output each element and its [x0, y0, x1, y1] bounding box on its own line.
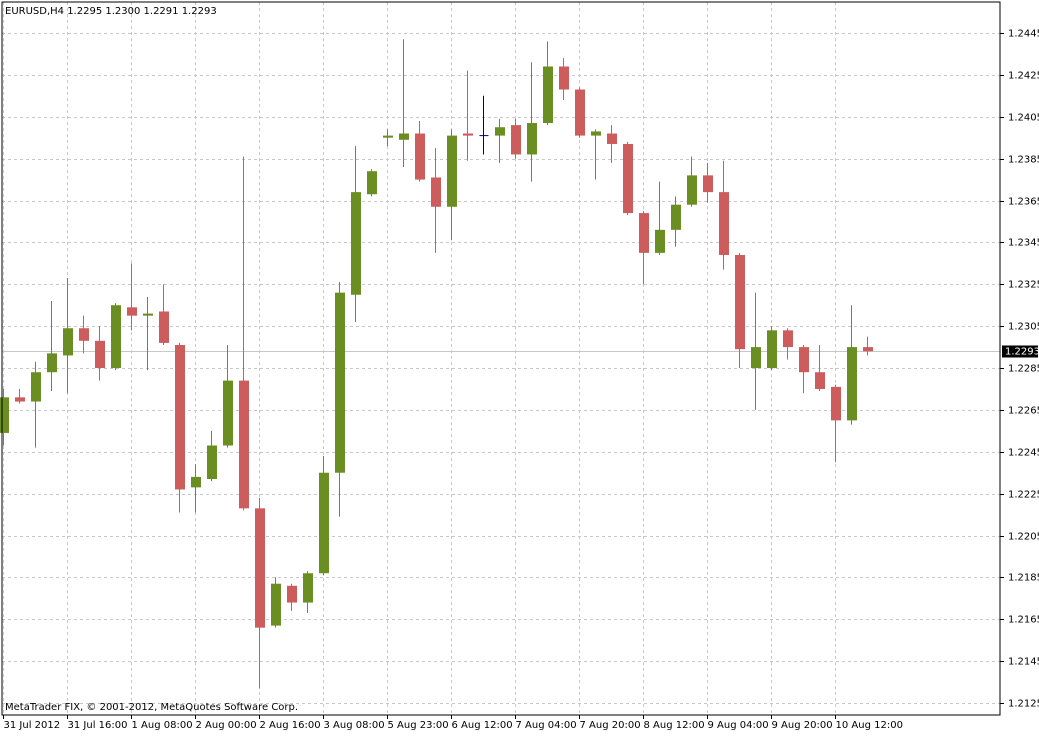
candle-body	[127, 307, 137, 315]
y-tick-label: 1.2285	[1008, 364, 1039, 375]
candle-body	[367, 171, 377, 194]
candle-body	[751, 347, 761, 368]
candle-body	[0, 397, 9, 433]
x-tick-label: 31 Jul 2012	[4, 720, 61, 731]
chart-title: EURUSD,H4 1.2295 1.2300 1.2291 1.2293	[5, 6, 217, 17]
candle-body	[783, 330, 793, 347]
candle-body	[399, 134, 409, 140]
y-tick-label: 1.2345	[1008, 238, 1039, 249]
y-tick-label: 1.2165	[1008, 615, 1039, 626]
x-tick-label: 7 Aug 04:00	[516, 720, 577, 731]
x-tick-label: 9 Aug 04:00	[708, 720, 769, 731]
y-tick-label: 1.2225	[1008, 490, 1039, 501]
candle-body	[207, 446, 217, 480]
candle-body	[591, 131, 601, 135]
candle-body	[31, 372, 41, 401]
candle-body	[143, 314, 153, 316]
candle-body	[383, 136, 393, 138]
candle-body	[511, 125, 521, 154]
candle-body	[255, 508, 265, 627]
candle-body	[463, 134, 473, 136]
candle-body	[15, 397, 25, 401]
x-tick-label: 3 Aug 08:00	[324, 720, 385, 731]
candle-body	[767, 330, 777, 368]
candle-body	[495, 127, 505, 135]
candle-body	[607, 134, 617, 144]
candle-body	[863, 347, 873, 351]
y-tick-label: 1.2325	[1008, 280, 1039, 291]
candle-body	[95, 341, 105, 368]
candle-body	[719, 192, 729, 255]
y-tick-label: 1.2445	[1008, 29, 1039, 40]
candle-body	[543, 66, 553, 123]
candle-body	[687, 175, 697, 204]
candle-body	[703, 175, 713, 192]
candle-body	[63, 328, 73, 355]
candle-body	[575, 90, 585, 136]
candle-body	[175, 345, 185, 489]
candle-body	[415, 134, 425, 180]
y-tick-label: 1.2125	[1008, 699, 1039, 710]
candle-body	[79, 328, 89, 341]
candle-body	[287, 586, 297, 603]
candle-body	[351, 192, 361, 295]
candle-body	[223, 381, 233, 446]
y-tick-label: 1.2145	[1008, 657, 1039, 668]
y-tick-label: 1.2205	[1008, 532, 1039, 543]
candle-body	[831, 387, 841, 421]
candle-body	[735, 255, 745, 349]
y-tick-label: 1.2245	[1008, 448, 1039, 459]
candle-body	[47, 353, 57, 372]
candle-body	[655, 230, 665, 253]
x-tick-label: 5 Aug 23:00	[388, 720, 449, 731]
candle-body	[319, 473, 329, 574]
candle-body	[815, 372, 825, 389]
candle-body	[671, 205, 681, 230]
candle-body	[431, 177, 441, 206]
candle-body	[239, 381, 249, 509]
x-tick-label: 2 Aug 16:00	[260, 720, 321, 731]
x-tick-label: 6 Aug 12:00	[452, 720, 513, 731]
y-tick-label: 1.2265	[1008, 406, 1039, 417]
x-tick-label: 8 Aug 12:00	[644, 720, 705, 731]
candle-body	[111, 305, 121, 368]
candle-body	[847, 347, 857, 420]
candle-body	[335, 293, 345, 473]
y-tick-label: 1.2185	[1008, 573, 1039, 584]
candle-body	[623, 144, 633, 213]
x-tick-label: 10 Aug 12:00	[836, 720, 903, 731]
candle-body	[799, 347, 809, 372]
y-tick-label: 1.2365	[1008, 197, 1039, 208]
y-tick-label: 1.2305	[1008, 322, 1039, 333]
y-tick-label: 1.2405	[1008, 113, 1039, 124]
watermark: MetaTrader FIX, © 2001-2012, MetaQuotes …	[5, 702, 298, 713]
y-tick-label: 1.2385	[1008, 155, 1039, 166]
candle-body	[271, 584, 281, 626]
y-tick-label: 1.2425	[1008, 71, 1039, 82]
candle-body	[639, 213, 649, 253]
candle-body	[527, 123, 537, 154]
candle-body	[303, 573, 313, 602]
candle-body	[559, 66, 569, 89]
x-tick-label: 1 Aug 08:00	[132, 720, 193, 731]
candle-body	[159, 311, 169, 342]
candle-body	[191, 477, 201, 487]
x-tick-label: 2 Aug 00:00	[196, 720, 257, 731]
current-price-label: 1.2293	[1005, 347, 1039, 358]
candle-body	[447, 136, 457, 207]
x-tick-label: 31 Jul 16:00	[68, 720, 128, 731]
x-tick-label: 7 Aug 20:00	[580, 720, 641, 731]
x-tick-label: 9 Aug 20:00	[772, 720, 833, 731]
